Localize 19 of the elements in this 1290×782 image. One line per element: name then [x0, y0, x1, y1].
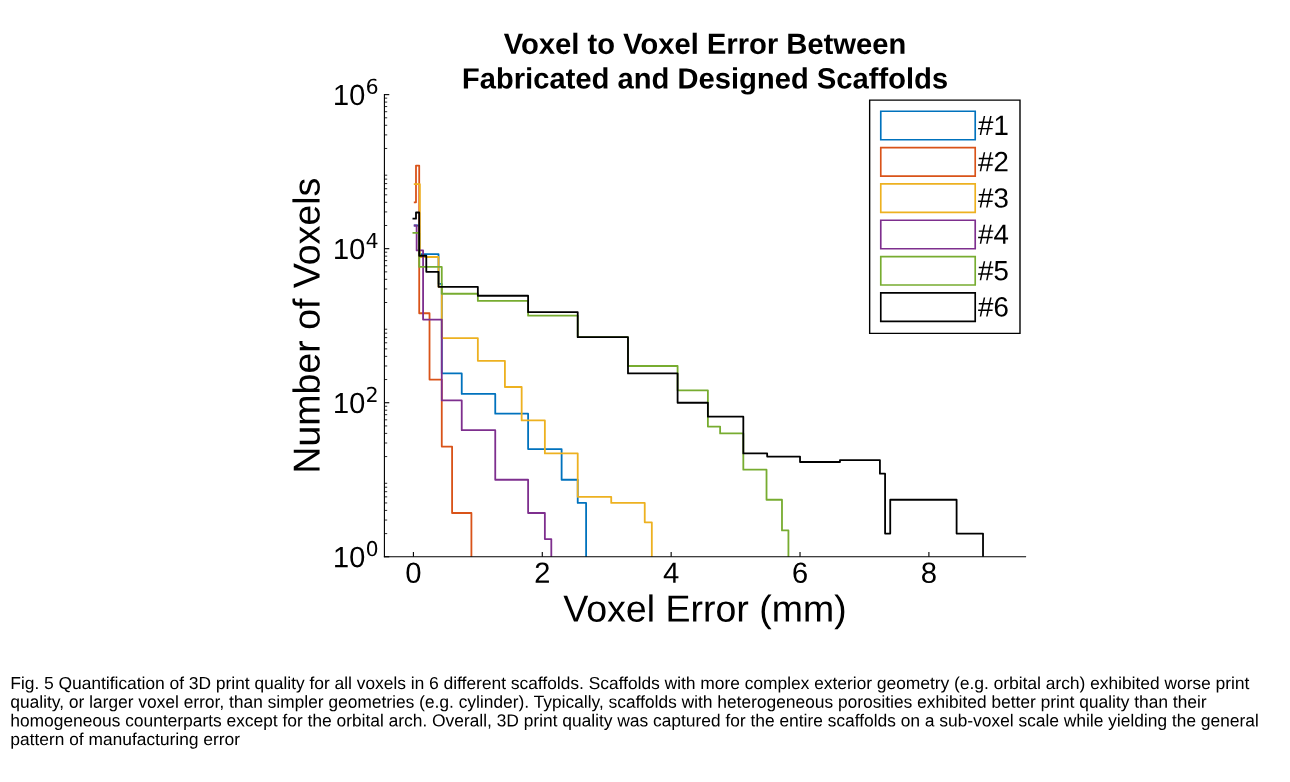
x-tick-label: 8	[922, 562, 936, 584]
legend-label: #5	[978, 261, 1008, 281]
legend-label: #6	[978, 297, 1008, 317]
x-tick-label: 0	[406, 562, 421, 584]
y-tick-label: 10$^{6}$	[335, 78, 378, 106]
x-tick-label: 6	[793, 562, 807, 584]
caption: Fig. 5 Quantification of 3D print quality for all voxels in 6 different scaffolds. Scaffolds with more complex exterior geometry (e.g. orbital arch) exhibited worse print quality, or larger voxel error, than simpler geometries (e.g. cylinder). Typically, scaffolds with heterogeneous porosities exhibited better print quality than their homogeneous counterparts except for the orbital arch. Overall, 3D print quality was captured for the entire scaffolds on a sub-voxel scale while yielding the general pattern of manufacturing error	[11, 676, 1258, 749]
y-axis-title: Number of Voxels	[292, 179, 320, 471]
x-axis-title: Voxel Error (mm)	[563, 594, 845, 630]
chart-title: Voxel to Voxel Error Between Fabricated and Designed Scaffolds	[463, 32, 947, 95]
y-tick-label: 10$^{0}$	[335, 540, 378, 568]
x-tick-label: 4	[663, 562, 679, 583]
y-tick-label: 10$^{2}$	[335, 386, 377, 414]
legend-label: #2	[978, 151, 1008, 172]
legend-label: #3	[978, 188, 1008, 208]
legend-label: #4	[978, 224, 1009, 244]
legend-label: #1	[978, 115, 1008, 135]
y-tick-label: 10$^{4}$	[335, 232, 378, 260]
x-tick-label: 2	[535, 562, 549, 583]
